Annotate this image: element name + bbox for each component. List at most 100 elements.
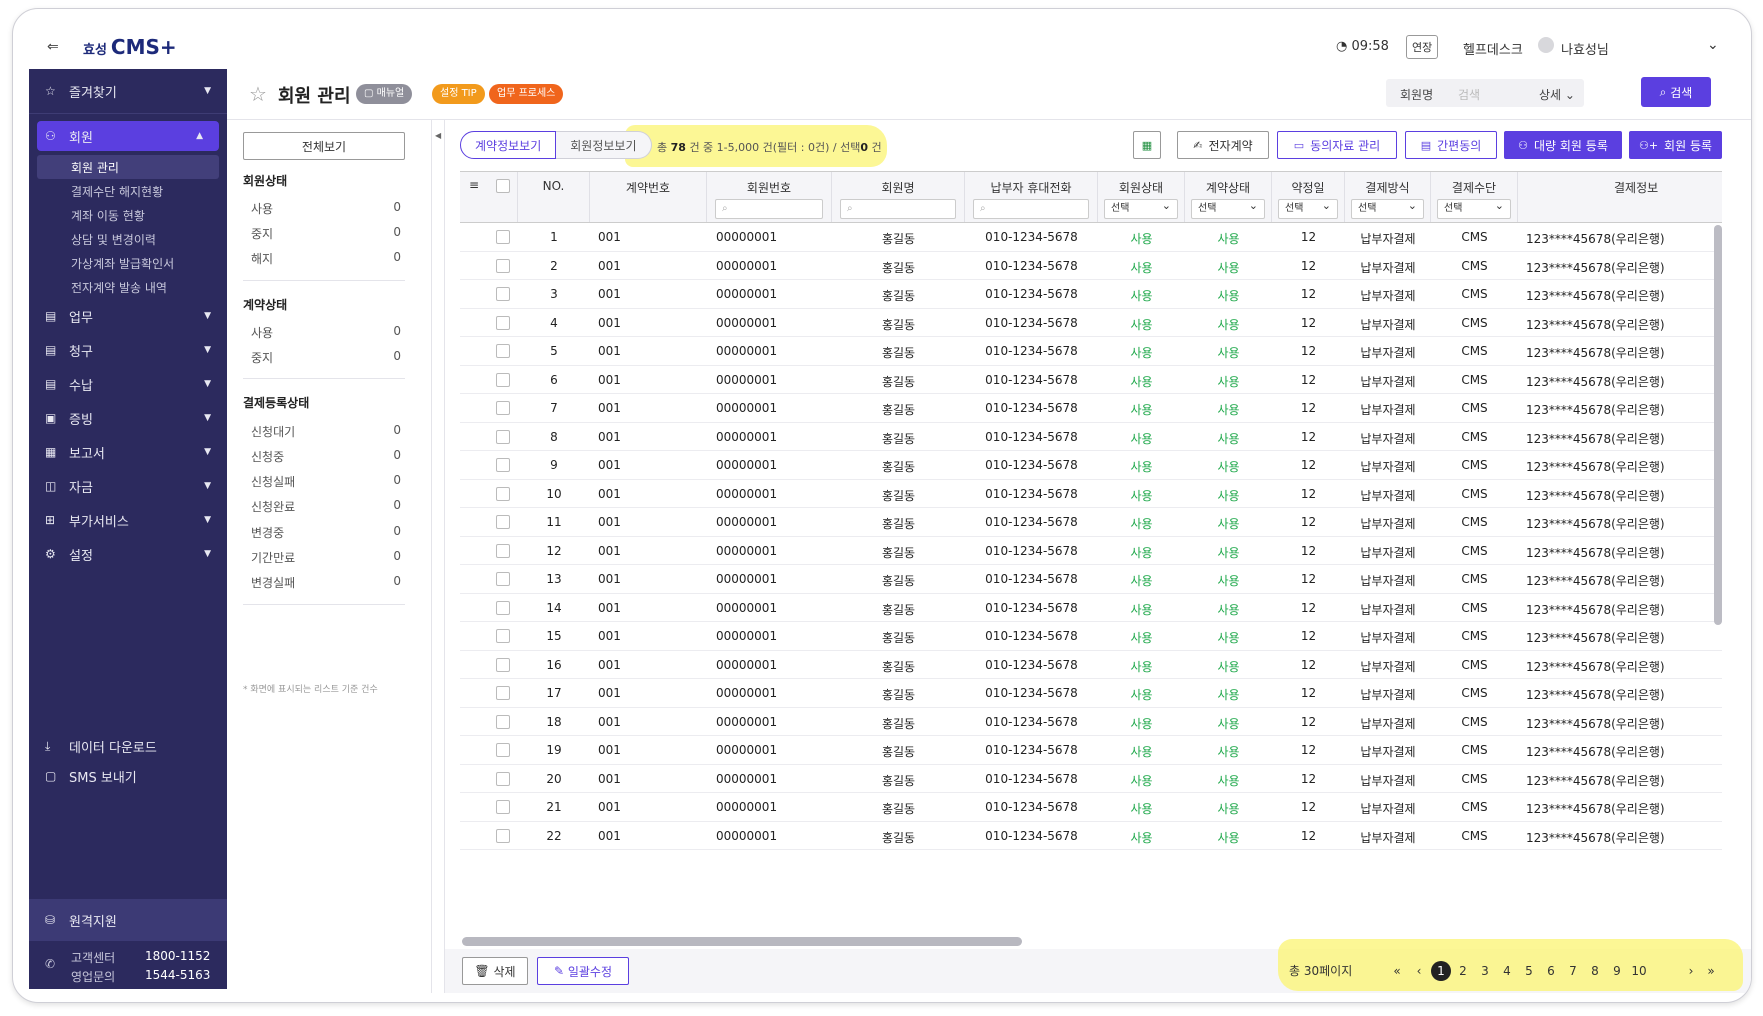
search-input[interactable]: 검색 [1458,88,1481,102]
row-checkbox[interactable] [496,600,510,615]
member-no-filter-input[interactable]: ⌕ [715,199,823,219]
sidebar-item-favorites[interactable]: ☆ 즐겨찾기 ▼ [45,84,211,101]
table-row[interactable]: 5 001 00000001 홍길동 010-1234-5678 사용 사용 12 납부자결제 C… [460,337,1722,366]
table-row[interactable]: 7 001 00000001 홍길동 010-1234-5678 사용 사용 12 납부자결제 C… [460,394,1722,423]
filter-row[interactable]: 변경실패 0 [251,574,401,590]
row-checkbox[interactable] [496,315,510,330]
process-badge[interactable]: 업무 프로세스 [489,84,564,104]
sidebar-item-billing[interactable]: ▤ 청구 ▼ [45,343,211,360]
simple-consent-button[interactable]: ▤ 간편동의 [1405,131,1497,159]
page-number[interactable]: 10 [1631,964,1647,978]
table-row[interactable]: 4 001 00000001 홍길동 010-1234-5678 사용 사용 12 납부자결제 C… [460,309,1722,337]
helpdesk-link[interactable]: 헬프데스크 [1463,43,1523,58]
row-checkbox[interactable] [496,800,510,814]
econtract-button[interactable]: ✍ 전자계약 [1177,131,1269,159]
filter-row[interactable]: 사용 0 [251,324,401,340]
col-payment-means[interactable]: 결제수단 선택 [1431,172,1518,222]
row-checkbox[interactable] [496,629,510,643]
row-checkbox[interactable] [496,287,510,301]
table-row[interactable]: 11 001 00000001 홍길동 010-1234-5678 사용 사용 12 납부자결제… [460,508,1722,537]
table-row[interactable]: 16 001 00000001 홍길동 010-1234-5678 사용 사용 12 납부자결제… [460,651,1722,679]
delete-button[interactable]: 🗑 삭제 [462,957,528,985]
col-payment-info[interactable]: 결제정보 [1614,181,1659,195]
sidebar-item-receipt[interactable]: ▤ 수납 ▼ [45,377,211,394]
filter-row[interactable]: 신청중 0 [251,448,401,464]
row-checkbox[interactable] [496,657,510,672]
page-number[interactable]: 9 [1613,964,1621,978]
table-row[interactable]: 1 001 00000001 홍길동 010-1234-5678 사용 사용 12 납부자결제 C… [460,223,1722,252]
page-number[interactable]: 7 [1569,964,1577,978]
table-row[interactable]: 6 001 00000001 홍길동 010-1234-5678 사용 사용 12 납부자결제 C… [460,366,1722,394]
filter-row[interactable]: 변경중 0 [251,524,401,540]
sidebar-item-proof[interactable]: ▣ 증빙 ▼ [45,411,211,428]
sidebar-item-report[interactable]: ▦ 보고서 ▼ [45,445,211,462]
page-number[interactable]: 6 [1547,964,1555,978]
row-checkbox[interactable] [496,344,510,358]
table-row[interactable]: 10 001 00000001 홍길동 010-1234-5678 사용 사용 12 납부자결제… [460,480,1722,508]
due-day-select[interactable]: 선택 [1278,197,1338,219]
row-checkbox[interactable] [496,486,510,501]
row-checkbox[interactable] [496,572,510,586]
panel-collapse-handle[interactable]: ◀ [431,120,445,993]
sidebar-item-sms[interactable]: ▢ SMS 보내기 [45,769,137,786]
chevron-down-icon[interactable]: ⌄ [1707,37,1719,53]
logo[interactable]: 효성 CMS+ [83,35,177,59]
sidebar-sub-econtract-history[interactable]: 전자계약 발송 내역 [71,280,167,295]
page-number[interactable]: 5 [1525,964,1533,978]
sidebar-item-funds[interactable]: ◫ 자금 ▼ [45,479,211,496]
search-field-label[interactable]: 회원명 [1400,88,1434,102]
search-detail-dropdown[interactable]: 상세 ⌄ [1539,88,1575,102]
filter-row[interactable]: 신청대기 0 [251,423,401,439]
row-checkbox[interactable] [496,543,510,558]
member-name-filter-input[interactable]: ⌕ [840,199,956,219]
table-row[interactable]: 13 001 00000001 홍길동 010-1234-5678 사용 사용 12 납부자결제… [460,565,1722,594]
filter-row[interactable]: 사용 0 [251,200,401,216]
col-member-status[interactable]: 회원상태 선택 [1098,172,1185,222]
bulk-edit-button[interactable]: ✎ 일괄수정 [537,957,629,985]
page-number[interactable]: 3 [1481,964,1489,978]
sidebar-item-download[interactable]: ⤓ 데이터 다운로드 [45,738,157,756]
extend-session-button[interactable]: 연장 [1406,35,1439,59]
sidebar-sub-account-move[interactable]: 계좌 이동 현황 [71,208,145,223]
sidebar-sub-virtual-account[interactable]: 가상계좌 발급확인서 [71,256,175,271]
col-contract-no[interactable]: 계약번호 [590,172,707,222]
vertical-scrollbar[interactable] [1714,225,1722,625]
filter-row[interactable]: 중지 0 [251,349,401,365]
table-row[interactable]: 8 001 00000001 홍길동 010-1234-5678 사용 사용 12 납부자결제 C… [460,423,1722,451]
sidebar-item-settings[interactable]: ⚙ 설정 ▼ [45,547,211,564]
page-number[interactable]: 8 [1591,964,1599,978]
table-row[interactable]: 3 001 00000001 홍길동 010-1234-5678 사용 사용 12 납부자결제 C… [460,280,1722,309]
sidebar-sub-member-manage[interactable]: 회원 관리 [37,155,219,179]
contract-status-select[interactable]: 선택 [1191,197,1265,219]
remote-support-button[interactable]: ⛁ 원격지원 [29,899,227,941]
first-page-icon[interactable]: « [1393,964,1401,978]
row-checkbox[interactable] [496,714,510,729]
table-row[interactable]: 19 001 00000001 홍길동 010-1234-5678 사용 사용 12 납부자결제… [460,736,1722,765]
tab-contract-info[interactable]: 계약정보보기 [460,131,557,159]
horizontal-scrollbar[interactable] [462,937,1022,946]
row-checkbox[interactable] [496,743,510,757]
view-all-button[interactable]: 전체보기 [243,132,405,160]
search-button[interactable]: ⌕ 검색 [1641,77,1711,107]
prev-page-icon[interactable]: ‹ [1416,964,1422,978]
last-page-icon[interactable]: » [1707,964,1715,978]
col-payment-method[interactable]: 결제방식 선택 [1345,172,1431,222]
row-checkbox[interactable] [496,230,510,244]
register-member-button[interactable]: ⚇+ 회원 등록 [1629,131,1722,159]
row-checkbox[interactable] [496,401,510,415]
row-checkbox[interactable] [496,458,510,472]
manual-badge[interactable]: ▢ 매뉴얼 [356,84,413,104]
excel-download-button[interactable]: ▦ [1133,131,1161,159]
col-member-no[interactable]: 회원번호 ⌕ [707,172,832,222]
table-row[interactable]: 15 001 00000001 홍길동 010-1234-5678 사용 사용 12 납부자결제… [460,622,1722,651]
user-name[interactable]: 나효성님 [1561,43,1609,58]
select-all-checkbox[interactable] [496,179,510,193]
filter-icon-cell[interactable]: ≡ [460,172,488,222]
page-number[interactable]: 4 [1503,964,1511,978]
phone-filter-input[interactable]: ⌕ [973,199,1089,219]
sidebar-item-work[interactable]: ▤ 업무 ▼ [45,309,211,326]
page-number[interactable]: 1 [1431,961,1451,981]
search-box[interactable]: 회원명 검색 상세 ⌄ [1386,79,1584,107]
row-checkbox[interactable] [496,372,510,387]
select-all-cell[interactable] [488,172,518,222]
